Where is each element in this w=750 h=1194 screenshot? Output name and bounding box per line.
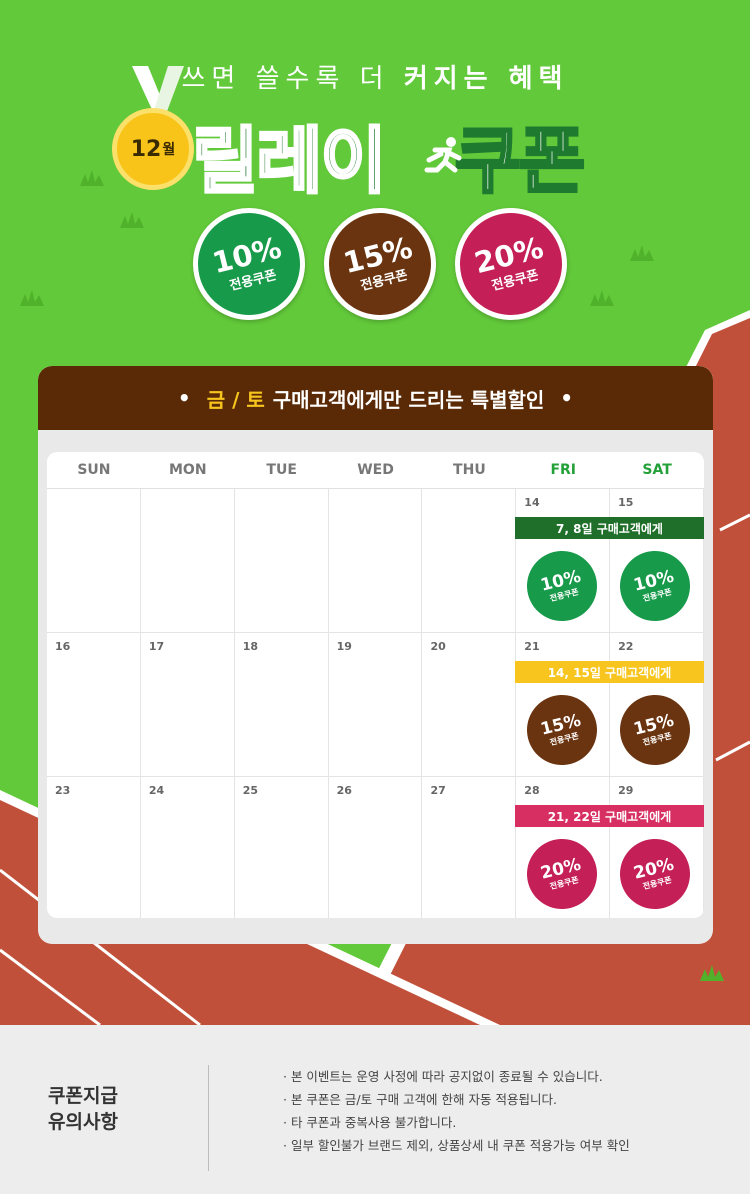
hero-banner: 쓰면 쓸수록 더 커지는 혜택 12 월 릴레이 쿠폰 10% 전용쿠폰 15% 전… — [0, 58, 750, 1025]
day-number: 17 — [148, 640, 165, 653]
notice-item: 본 쿠폰은 금/토 구매 고객에 한해 자동 적용됩니다. — [283, 1088, 630, 1111]
day-number: 22 — [618, 640, 634, 653]
calendar-day: 15 — [610, 489, 704, 632]
day-number: 18 — [242, 640, 259, 653]
day-number: 16 — [55, 640, 71, 653]
calendar-day: 23 — [47, 777, 141, 918]
calendar-panel: • 금 / 토 구매고객에게만 드리는 특별할인 • SUN MON TUE W… — [38, 366, 713, 944]
hero-subtitle: 쓰면 쓸수록 더 커지는 혜택 — [0, 58, 750, 95]
notice-heading-line1: 쿠폰지급 — [48, 1085, 118, 1107]
grass-icon — [20, 290, 44, 306]
day-number: 15 — [618, 496, 634, 509]
calendar-week: 16 17 18 19 20 21 22 14, 15일 구매고객에게 15% 전… — [47, 633, 704, 777]
calendar-day: 24 — [141, 777, 235, 918]
month-number: 12 — [130, 136, 162, 162]
calendar-grid: SUN MON TUE WED THU FRI SAT 14 15 7, 8일 … — [47, 452, 704, 918]
divider — [208, 1065, 209, 1171]
calendar-day — [329, 489, 423, 632]
notice-item: 일부 할인불가 브랜드 제외, 상품상세 내 쿠폰 적용가능 여부 확인 — [283, 1134, 630, 1157]
weekday-thu: THU — [453, 462, 486, 478]
weekday-mon: MON — [169, 462, 207, 478]
grass-icon — [700, 965, 724, 981]
day-number: 24 — [148, 784, 165, 797]
subtitle-light: 쓰면 쓸수록 더 — [181, 64, 390, 94]
notice-list: 본 이벤트는 운영 사정에 따라 공지없이 종료될 수 있습니다. 본 쿠폰은 … — [283, 1065, 630, 1157]
calendar-day: 20 — [422, 633, 517, 776]
notice-heading-line2: 유의사항 — [48, 1111, 118, 1133]
calendar-day: 18 — [235, 633, 329, 776]
calendar-day — [235, 489, 329, 632]
subtitle-bold: 커지는 혜택 — [403, 64, 569, 94]
notice-footer: 쿠폰지급 유의사항 본 이벤트는 운영 사정에 따라 공지없이 종료될 수 있습… — [0, 1025, 750, 1194]
calendar-day — [141, 489, 235, 632]
weekday-sun: SUN — [77, 462, 111, 478]
grass-icon — [80, 170, 104, 186]
page-title: 릴레이 쿠폰 — [191, 102, 587, 207]
panel-highlight: 금 / 토 — [206, 387, 265, 412]
panel-header: • 금 / 토 구매고객에게만 드리는 특별할인 • — [38, 366, 713, 430]
day-number: 20 — [430, 640, 446, 653]
notice-item: 본 이벤트는 운영 사정에 따라 공지없이 종료될 수 있습니다. — [283, 1065, 630, 1088]
notice-heading: 쿠폰지급 유의사항 — [48, 1083, 118, 1135]
notice-item: 타 쿠폰과 중복사용 불가합니다. — [283, 1111, 630, 1134]
calendar-week: 14 15 7, 8일 구매고객에게 10% 전용쿠폰 10% 전용쿠폰 — [47, 489, 704, 633]
calendar-day: 14 — [516, 489, 611, 632]
grass-icon — [120, 212, 144, 228]
calendar-day: 22 — [610, 633, 704, 776]
weekday-wed: WED — [357, 462, 394, 478]
calendar-day: 17 — [141, 633, 235, 776]
day-number: 19 — [336, 640, 352, 653]
eligibility-bar: 7, 8일 구매고객에게 — [515, 517, 704, 539]
title-relay: 릴레이 — [191, 118, 389, 205]
day-number: 26 — [336, 784, 352, 797]
title-coupon: 쿠폰 — [453, 118, 587, 205]
calendar-day: 26 — [329, 777, 423, 918]
day-number: 23 — [55, 784, 71, 797]
day-number: 27 — [430, 784, 446, 797]
month-medal: 12 월 — [112, 108, 194, 190]
day-number: 28 — [524, 784, 540, 797]
eligibility-bar: 21, 22일 구매고객에게 — [515, 805, 704, 827]
weekday-header: SUN MON TUE WED THU FRI SAT — [47, 452, 704, 489]
month-unit: 월 — [162, 142, 176, 158]
weekday-sat: SAT — [642, 462, 672, 478]
calendar-week: 23 24 25 26 27 28 29 21, 22일 구매고객에게 20% 전… — [47, 777, 704, 918]
day-number: 29 — [618, 784, 634, 797]
panel-title: 구매고객에게만 드리는 특별할인 — [272, 387, 545, 412]
grass-icon — [590, 290, 614, 306]
calendar-day: 25 — [235, 777, 329, 918]
runner-icon — [424, 137, 462, 173]
calendar-day: 27 — [422, 777, 517, 918]
calendar-day — [47, 489, 141, 632]
calendar-day: 29 — [610, 777, 704, 918]
day-number: 25 — [242, 784, 259, 797]
calendar-day: 16 — [47, 633, 141, 776]
weekday-tue: TUE — [266, 462, 297, 478]
weekday-fri: FRI — [550, 462, 576, 478]
calendar-day — [422, 489, 517, 632]
grass-icon — [630, 245, 654, 261]
bullet-right: • — [560, 386, 574, 410]
calendar-day: 19 — [329, 633, 423, 776]
medal-ribbon-icon — [132, 66, 184, 114]
eligibility-bar: 14, 15일 구매고객에게 — [515, 661, 704, 683]
calendar-day: 21 — [516, 633, 611, 776]
bullet-left: • — [177, 386, 191, 410]
calendar-day: 28 — [516, 777, 611, 918]
day-number: 21 — [524, 640, 540, 653]
day-number: 14 — [524, 496, 540, 509]
